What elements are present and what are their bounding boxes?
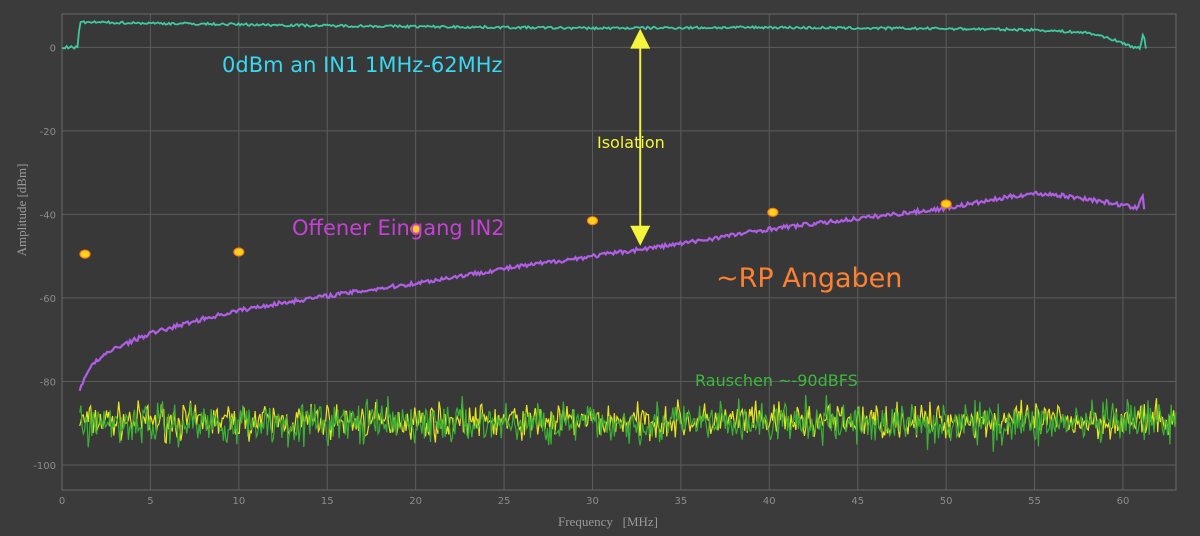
isolation-arrow bbox=[630, 28, 651, 246]
y-tick-labels: 0 -20 -40 -60 -80 -100 bbox=[33, 43, 56, 472]
x-tick-label: 45 bbox=[851, 496, 864, 507]
y-tick-label: 0 bbox=[50, 43, 56, 54]
x-tick-label: 40 bbox=[763, 496, 776, 507]
x-tick-label: 60 bbox=[1117, 496, 1130, 507]
series-layer bbox=[61, 19, 1177, 452]
rp-point bbox=[586, 216, 599, 226]
rp-point bbox=[233, 247, 245, 257]
x-tick-label: 50 bbox=[940, 496, 953, 507]
isolation-annotation: Isolation bbox=[597, 133, 665, 152]
x-axis-label: Frequency [MHz] bbox=[558, 514, 658, 529]
x-tick-label: 5 bbox=[147, 496, 153, 507]
x-tick-label: 0 bbox=[59, 496, 65, 507]
y-tick-label: -100 bbox=[33, 461, 56, 472]
series-noise_green bbox=[79, 394, 1177, 452]
noise-annotation: Rauschen ~-90dBFS bbox=[695, 371, 858, 390]
arrow-head-up bbox=[630, 28, 651, 49]
rp-points bbox=[79, 199, 952, 259]
plot-frame bbox=[61, 13, 1177, 491]
rp-point bbox=[767, 207, 779, 217]
x-tick-label: 30 bbox=[586, 496, 599, 507]
in2-annotation: Offener Eingang IN2 bbox=[292, 216, 505, 240]
rp-point bbox=[79, 249, 91, 259]
x-tick-label: 25 bbox=[498, 496, 511, 507]
rp-annotation: ~RP Angaben bbox=[716, 263, 902, 294]
y-tick-label: -60 bbox=[40, 294, 56, 305]
y-axis-label: Amplitude [dBm] bbox=[14, 164, 29, 257]
x-tick-label: 10 bbox=[232, 496, 245, 507]
y-tick-label: -20 bbox=[40, 127, 56, 138]
rp-point bbox=[940, 199, 952, 209]
x-tick-label: 20 bbox=[409, 496, 422, 507]
x-tick-label: 55 bbox=[1028, 496, 1041, 507]
rp-point bbox=[410, 224, 422, 234]
arrow-head-down bbox=[630, 225, 651, 246]
x-tick-label: 15 bbox=[321, 496, 334, 507]
series-in2 bbox=[78, 190, 1146, 392]
x-tick-labels: 0 5 10 15 20 25 30 35 40 45 50 55 60 bbox=[59, 496, 1130, 507]
y-tick-label: -80 bbox=[40, 377, 56, 388]
y-tick-label: -40 bbox=[40, 210, 56, 221]
x-tick-label: 35 bbox=[675, 496, 688, 507]
series-in1 bbox=[61, 19, 1147, 51]
in1-annotation: 0dBm an IN1 1MHz-62MHz bbox=[222, 53, 503, 77]
